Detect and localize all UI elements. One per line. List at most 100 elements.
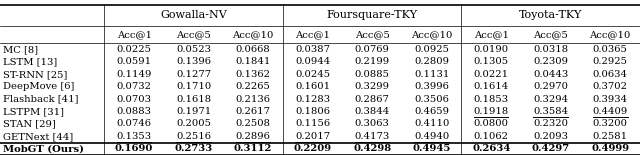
Text: Acc@5: Acc@5 bbox=[176, 30, 211, 39]
Text: 0.1131: 0.1131 bbox=[414, 70, 449, 79]
Text: 0.3996: 0.3996 bbox=[414, 82, 449, 91]
Text: 0.2867: 0.2867 bbox=[355, 95, 390, 104]
Text: 0.1305: 0.1305 bbox=[474, 58, 509, 66]
Text: 0.2093: 0.2093 bbox=[533, 132, 568, 141]
Text: LSTM [13]: LSTM [13] bbox=[3, 58, 58, 66]
Text: 0.0318: 0.0318 bbox=[533, 45, 568, 54]
Text: 0.3063: 0.3063 bbox=[355, 120, 390, 128]
Text: 0.2508: 0.2508 bbox=[236, 120, 271, 128]
Text: 0.1149: 0.1149 bbox=[116, 70, 152, 79]
Text: 0.4940: 0.4940 bbox=[414, 132, 449, 141]
Text: 0.4297: 0.4297 bbox=[532, 144, 570, 153]
Text: 0.4409: 0.4409 bbox=[593, 107, 628, 116]
Text: STAN [29]: STAN [29] bbox=[3, 120, 56, 128]
Text: 0.1614: 0.1614 bbox=[474, 82, 509, 91]
Text: 0.4659: 0.4659 bbox=[414, 107, 449, 116]
Text: Acc@1: Acc@1 bbox=[116, 30, 152, 39]
Text: 0.4173: 0.4173 bbox=[355, 132, 390, 141]
Text: 0.2320: 0.2320 bbox=[533, 120, 568, 128]
Text: 0.2617: 0.2617 bbox=[236, 107, 271, 116]
Text: 0.2634: 0.2634 bbox=[472, 144, 510, 153]
Text: 0.1062: 0.1062 bbox=[474, 132, 509, 141]
Text: 0.1156: 0.1156 bbox=[295, 120, 330, 128]
Text: Acc@5: Acc@5 bbox=[533, 30, 568, 39]
Text: 0.3299: 0.3299 bbox=[355, 82, 390, 91]
Text: 0.1841: 0.1841 bbox=[236, 58, 271, 66]
Text: 0.2925: 0.2925 bbox=[593, 58, 628, 66]
Text: 0.0523: 0.0523 bbox=[176, 45, 211, 54]
Text: 0.2309: 0.2309 bbox=[533, 58, 568, 66]
Text: 0.0225: 0.0225 bbox=[116, 45, 152, 54]
Text: 0.4298: 0.4298 bbox=[353, 144, 391, 153]
Text: 0.1353: 0.1353 bbox=[116, 132, 152, 141]
Text: MC [8]: MC [8] bbox=[3, 45, 38, 54]
Text: 0.4110: 0.4110 bbox=[414, 120, 449, 128]
Text: 0.0190: 0.0190 bbox=[474, 45, 509, 54]
Text: 0.1710: 0.1710 bbox=[176, 82, 211, 91]
Text: 0.0944: 0.0944 bbox=[295, 58, 330, 66]
Text: LSTPM [31]: LSTPM [31] bbox=[3, 107, 64, 116]
Text: Toyota-TKY: Toyota-TKY bbox=[519, 10, 582, 20]
Text: 0.3112: 0.3112 bbox=[234, 144, 272, 153]
Text: 0.1283: 0.1283 bbox=[295, 95, 330, 104]
Text: 0.2209: 0.2209 bbox=[294, 144, 332, 153]
Text: 0.2005: 0.2005 bbox=[176, 120, 211, 128]
Text: 0.1806: 0.1806 bbox=[295, 107, 330, 116]
Text: 0.3506: 0.3506 bbox=[414, 95, 449, 104]
Text: 0.2733: 0.2733 bbox=[175, 144, 212, 153]
Text: Acc@1: Acc@1 bbox=[295, 30, 330, 39]
Text: 0.2516: 0.2516 bbox=[176, 132, 211, 141]
Text: DeepMove [6]: DeepMove [6] bbox=[3, 82, 75, 91]
Text: 0.0703: 0.0703 bbox=[116, 95, 152, 104]
Text: 0.2970: 0.2970 bbox=[533, 82, 568, 91]
Text: 0.0885: 0.0885 bbox=[355, 70, 390, 79]
Text: Acc@10: Acc@10 bbox=[232, 30, 274, 39]
Text: 0.0365: 0.0365 bbox=[593, 45, 628, 54]
Text: 0.0769: 0.0769 bbox=[355, 45, 390, 54]
Text: 0.2136: 0.2136 bbox=[236, 95, 271, 104]
Text: 0.1618: 0.1618 bbox=[176, 95, 211, 104]
Text: 0.0746: 0.0746 bbox=[116, 120, 152, 128]
Text: 0.0668: 0.0668 bbox=[236, 45, 271, 54]
Text: 0.2581: 0.2581 bbox=[593, 132, 628, 141]
Text: 0.1362: 0.1362 bbox=[236, 70, 271, 79]
Text: Acc@10: Acc@10 bbox=[411, 30, 452, 39]
Text: 0.0221: 0.0221 bbox=[474, 70, 509, 79]
Text: 0.1690: 0.1690 bbox=[115, 144, 153, 153]
Text: 0.0634: 0.0634 bbox=[593, 70, 628, 79]
Text: 0.0245: 0.0245 bbox=[295, 70, 330, 79]
Text: Acc@5: Acc@5 bbox=[355, 30, 390, 39]
Text: 0.2896: 0.2896 bbox=[236, 132, 271, 141]
Text: 0.0732: 0.0732 bbox=[116, 82, 152, 91]
Text: 0.1396: 0.1396 bbox=[176, 58, 211, 66]
Text: 0.2265: 0.2265 bbox=[236, 82, 271, 91]
Text: Gowalla-NV: Gowalla-NV bbox=[160, 10, 227, 20]
Text: 0.4945: 0.4945 bbox=[413, 144, 451, 153]
Text: 0.3584: 0.3584 bbox=[533, 107, 568, 116]
Text: ST-RNN [25]: ST-RNN [25] bbox=[3, 70, 68, 79]
Text: Foursquare-TKY: Foursquare-TKY bbox=[326, 10, 418, 20]
Text: 0.1971: 0.1971 bbox=[176, 107, 211, 116]
Text: GETNext [44]: GETNext [44] bbox=[3, 132, 74, 141]
Text: Flashback [41]: Flashback [41] bbox=[3, 95, 79, 104]
Text: 0.2017: 0.2017 bbox=[295, 132, 330, 141]
Text: 0.0925: 0.0925 bbox=[414, 45, 449, 54]
Text: Acc@1: Acc@1 bbox=[474, 30, 509, 39]
Text: 0.0387: 0.0387 bbox=[295, 45, 330, 54]
Text: MobGT (Ours): MobGT (Ours) bbox=[3, 144, 84, 153]
Text: 0.0443: 0.0443 bbox=[533, 70, 568, 79]
Text: 0.1918: 0.1918 bbox=[474, 107, 509, 116]
Text: Acc@10: Acc@10 bbox=[589, 30, 631, 39]
Text: 0.1277: 0.1277 bbox=[176, 70, 211, 79]
Text: 0.3844: 0.3844 bbox=[355, 107, 390, 116]
Text: 0.0591: 0.0591 bbox=[116, 58, 152, 66]
Text: 0.1853: 0.1853 bbox=[474, 95, 509, 104]
Text: 0.1601: 0.1601 bbox=[295, 82, 330, 91]
Text: 0.2809: 0.2809 bbox=[414, 58, 449, 66]
Text: 0.4999: 0.4999 bbox=[591, 144, 629, 153]
Text: 0.3200: 0.3200 bbox=[593, 120, 628, 128]
Text: 0.2199: 0.2199 bbox=[355, 58, 390, 66]
Text: 0.3294: 0.3294 bbox=[533, 95, 568, 104]
Text: 0.0883: 0.0883 bbox=[116, 107, 152, 116]
Text: 0.3702: 0.3702 bbox=[593, 82, 628, 91]
